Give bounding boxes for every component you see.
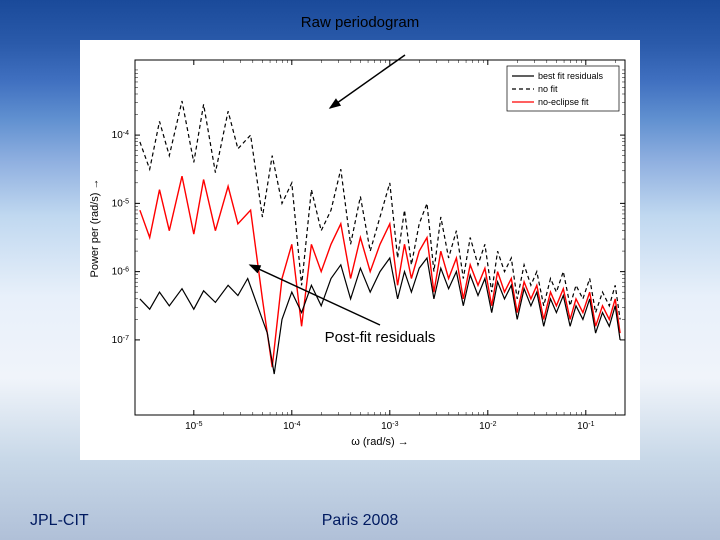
footer-center: Paris 2008: [0, 512, 720, 530]
svg-text:10-3: 10-3: [381, 421, 398, 433]
svg-text:ω (rad/s) →: ω (rad/s) →: [351, 436, 408, 448]
plot-panel: 10-7 10-6 10-5 10-4 10-5 10-4 10-3 10-2 10-1 Powe…: [80, 40, 640, 460]
svg-text:10-2: 10-2: [479, 421, 496, 433]
svg-text:10-6: 10-6: [112, 266, 129, 278]
title-top: Raw periodogram: [0, 14, 720, 31]
svg-text:10-5: 10-5: [185, 421, 202, 433]
annot-mid: Post-fit residuals: [325, 329, 436, 346]
svg-text:Power per (rad/s) →: Power per (rad/s) →: [89, 178, 101, 277]
svg-text:10-1: 10-1: [577, 421, 594, 433]
svg-text:best fit residuals: best fit residuals: [538, 71, 604, 81]
slide-background: Raw periodogram 10-7 10-6 10-5 10-4 10-5 10-4…: [0, 0, 720, 540]
chart-svg: 10-7 10-6 10-5 10-4 10-5 10-4 10-3 10-2 10-1 Powe…: [80, 40, 640, 460]
svg-text:no-eclipse fit: no-eclipse fit: [538, 97, 589, 107]
svg-text:10-7: 10-7: [112, 334, 129, 346]
svg-text:10-5: 10-5: [112, 198, 129, 210]
svg-text:10-4: 10-4: [283, 421, 300, 433]
svg-text:10-4: 10-4: [112, 130, 129, 142]
svg-text:no fit: no fit: [538, 84, 558, 94]
